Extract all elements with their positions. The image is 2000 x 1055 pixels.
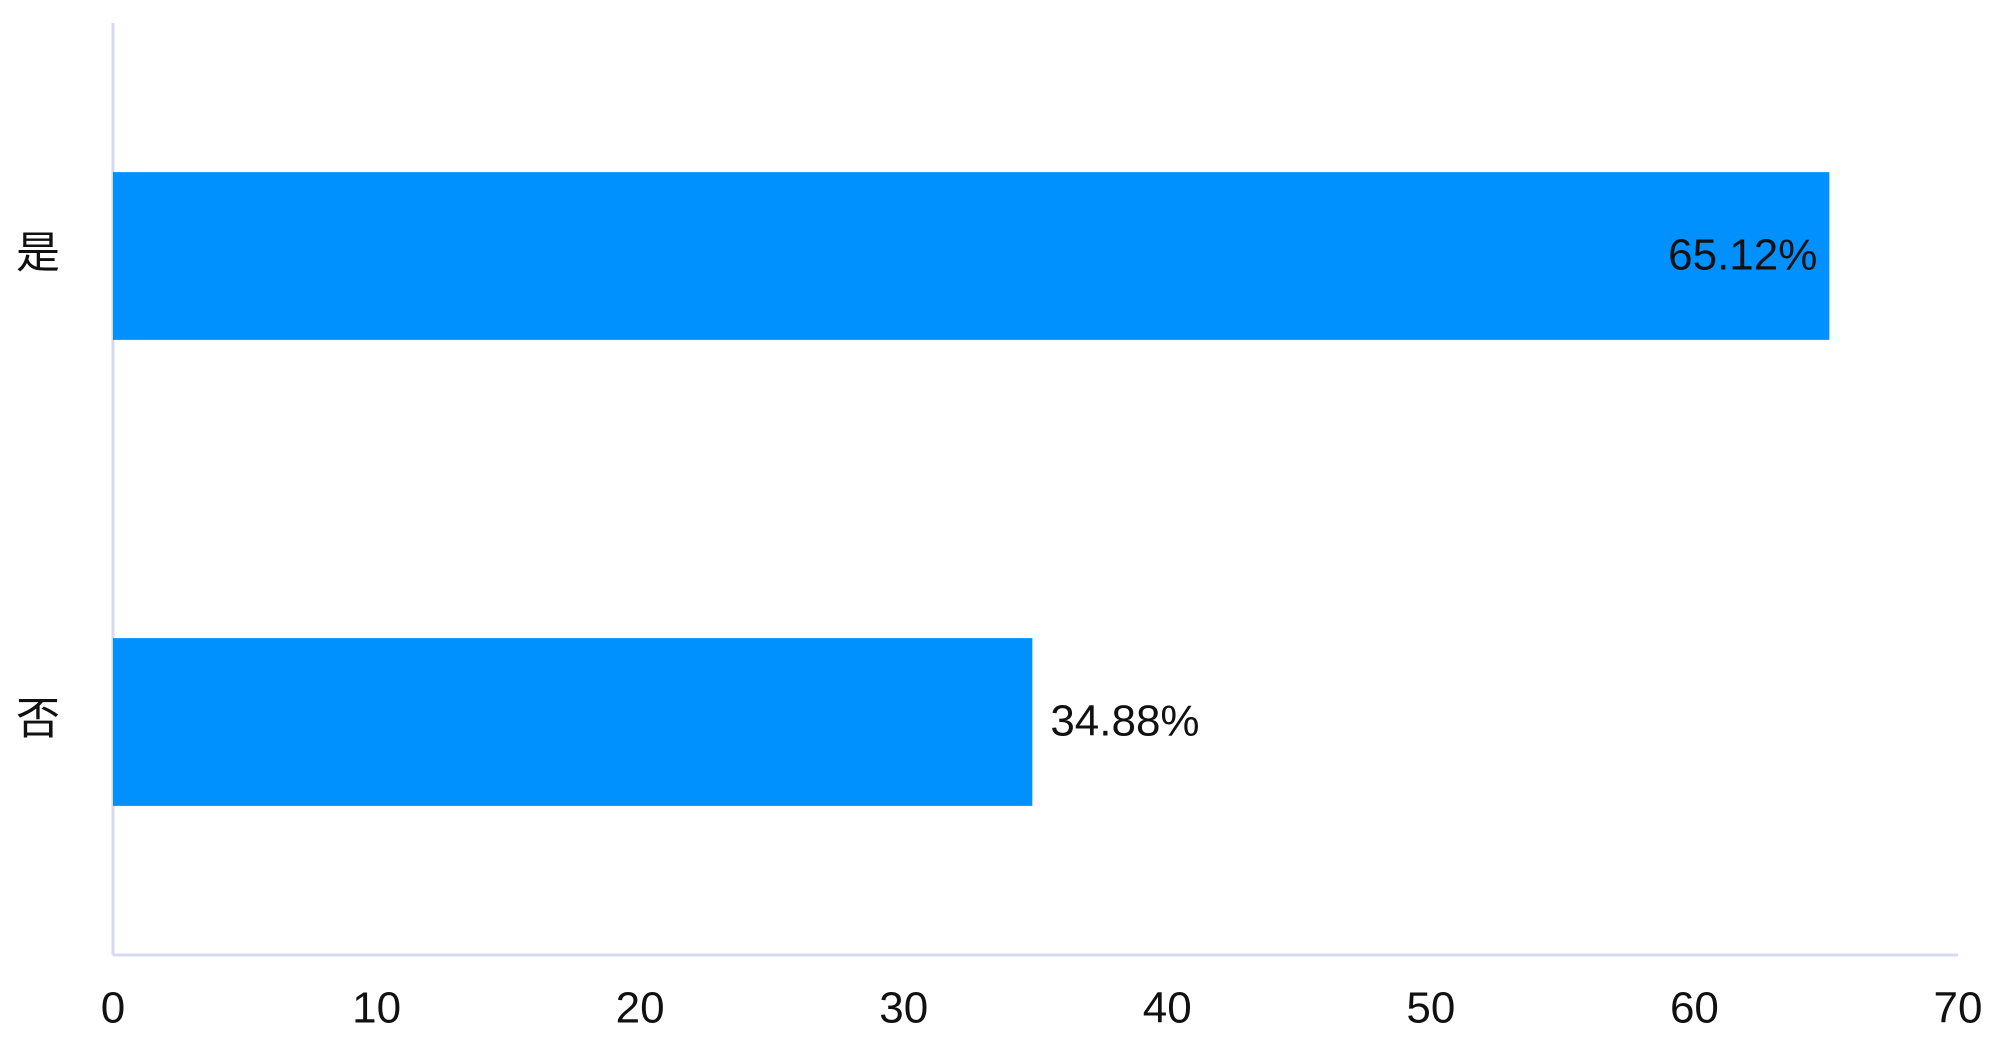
x-tick-label: 30 [879, 984, 928, 1033]
x-tick-label: 50 [1406, 984, 1455, 1033]
data-label: 65.12% [1668, 231, 1817, 280]
x-tick-label: 70 [1934, 984, 1983, 1033]
bar [113, 638, 1033, 806]
x-tick-label: 10 [352, 984, 401, 1033]
x-tick-label: 40 [1143, 984, 1192, 1033]
bar [113, 172, 1830, 340]
data-label: 34.88% [1050, 697, 1199, 746]
y-tick-label: 是 [16, 229, 60, 278]
x-tick-label: 0 [101, 984, 125, 1033]
y-tick-label: 否 [16, 695, 60, 744]
x-tick-label: 20 [616, 984, 665, 1033]
x-tick-label: 60 [1670, 984, 1719, 1033]
